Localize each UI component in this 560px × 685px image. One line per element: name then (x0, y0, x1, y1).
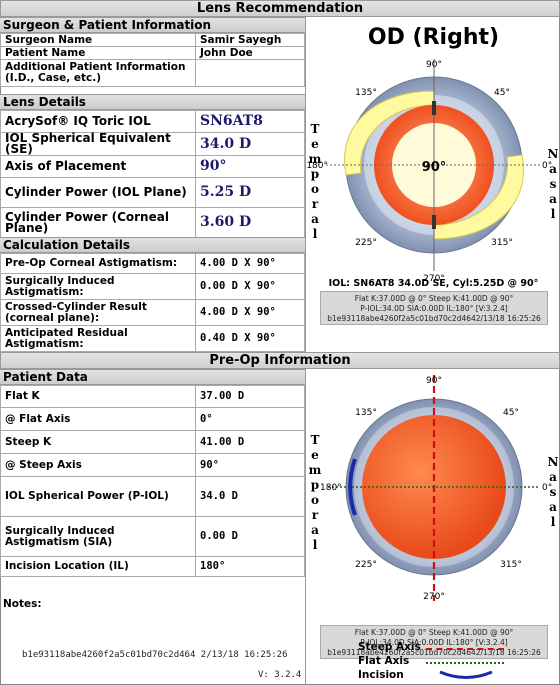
preop-info-box: Flat K:37.00D @ 0° Steep K:41.00D @ 90° … (320, 625, 548, 659)
deg2-180: 180° (320, 483, 342, 493)
footer-hash: b1e93118abe4260f2a5c01bd70c2d464 2/13/18… (22, 650, 288, 660)
nasal-label: Nasal (546, 147, 560, 222)
incision-location-value: 180° (195, 556, 305, 577)
cyl-corneal-label: Cylinder Power (Corneal Plane) (0, 207, 196, 238)
haptic-top (344, 90, 435, 176)
patient-section-title: Patient Data (0, 369, 305, 385)
surgeon-section-title: Surgeon & Patient Information (0, 17, 305, 33)
deg2-45: 45° (503, 408, 519, 418)
incision-arc (348, 458, 357, 516)
legend-incision-swatch (439, 670, 493, 679)
sia-input-value: 0.00 D (195, 516, 305, 557)
p-iol-label: IOL Spherical Power (P-IOL) (0, 476, 196, 517)
axis-placement-value: 90° (195, 155, 305, 178)
steep-axis-value: 90° (195, 453, 305, 477)
legend-steep-label: Steep Axis (358, 641, 421, 653)
preop-info-line-2: P-IOL:34.0D SIA:0.00D IL:180° [V:3.2.4] (360, 638, 508, 647)
preop-header: Pre-Op Information (0, 352, 560, 369)
legend-steep-swatch (426, 648, 504, 650)
iol-se-value: 34.0 D (195, 132, 305, 156)
legend-flat-swatch (426, 662, 504, 664)
od-title: OD (Right) (367, 25, 500, 50)
deg2-0: 0° (542, 483, 552, 493)
cyl-iol-value: 5.25 D (195, 177, 305, 208)
notes-label: Notes: (3, 598, 42, 610)
od-caption: IOL: SN6AT8 34.0D SE, Cyl:5.25D @ 90° (328, 278, 539, 289)
patient-name-label: Patient Name (0, 46, 196, 60)
residual-astig-label: Anticipated Residual Astigmatism: (0, 325, 196, 352)
od-info-line-1: Flat K:37.00D @ 0° Steep K:41.00D @ 90° (354, 294, 514, 303)
flat-axis-label: @ Flat Axis (0, 407, 196, 431)
haptic-bottom (433, 154, 524, 240)
preop-astig-label: Pre-Op Corneal Astigmatism: (0, 253, 196, 274)
od-info-box: Flat K:37.00D @ 0° Steep K:41.00D @ 90° … (320, 291, 548, 325)
steep-k-value: 41.00 D (195, 430, 305, 454)
cyl-iol-label: Cylinder Power (IOL Plane) (0, 177, 196, 208)
deg-135: 135° (355, 88, 377, 98)
preop-astig-value: 4.00 D X 90° (195, 253, 305, 274)
patient-name-value: John Doe (195, 46, 305, 60)
legend-flat-label: Flat Axis (358, 655, 410, 667)
deg2-90: 90° (426, 376, 442, 386)
lens-model-label: AcrySof® IQ Toric IOL (0, 110, 196, 133)
lens-model-value: SN6AT8 (195, 110, 305, 133)
deg-45: 45° (494, 88, 510, 98)
deg2-270: 270° (423, 592, 445, 602)
flat-k-label: Flat K (0, 385, 196, 408)
deg2-225: 225° (355, 560, 377, 570)
od-info-line-2: P-IOL:34.0D SIA:0.00D IL:180° [V:3.2.4] (360, 304, 508, 313)
steep-axis-label: @ Steep Axis (0, 453, 196, 477)
lens-recommendation-header: Lens Recommendation (0, 0, 560, 17)
lens-table: AcrySof® IQ Toric IOL SN6AT8 IOL Spheric… (0, 110, 305, 238)
deg-0: 0° (542, 161, 552, 171)
deg-225: 225° (355, 238, 377, 248)
od-diagram: 90° 90° 270° 180° 0° 135° 45° 225° 315° (306, 59, 552, 284)
sia-value: 0.00 D X 90° (195, 273, 305, 300)
preop-diagram-panel: Temporal Nasal 90° 270° 180° 0° 135° 45°… (305, 369, 560, 685)
additional-info-label: Additional Patient Information (I.D., Ca… (0, 59, 196, 87)
sia-label: Surgically Induced Astigmatism: (0, 273, 196, 300)
deg-180: 180° (306, 161, 328, 171)
deg-315: 315° (491, 238, 513, 248)
flat-axis-value: 0° (195, 407, 305, 431)
sia-input-label: Surgically Induced Astigmatism (SIA) (0, 516, 196, 557)
temporal-label-2: Temporal (308, 433, 322, 553)
legend-incision-label: Incision (358, 669, 404, 681)
deg-90: 90° (426, 60, 442, 70)
od-center-label: 90° (422, 160, 447, 175)
crossed-cyl-label: Crossed-Cylinder Result (corneal plane): (0, 299, 196, 326)
od-diagram-panel: OD (Right) Temporal Nasal 90° 90° 270° (305, 17, 560, 352)
axis-placement-label: Axis of Placement (0, 155, 196, 178)
steep-k-label: Steep K (0, 430, 196, 454)
surgeon-table: Surgeon Name Samir Sayegh Patient Name J… (0, 33, 305, 87)
nasal-label-2: Nasal (546, 455, 560, 530)
residual-astig-value: 0.40 D X 90° (195, 325, 305, 352)
lens-section-title: Lens Details (0, 94, 305, 110)
crossed-cyl-value: 4.00 D X 90° (195, 299, 305, 326)
deg-270: 270° (423, 274, 445, 284)
cyl-corneal-value: 3.60 D (195, 207, 305, 238)
deg2-315: 315° (500, 560, 522, 570)
surgeon-name-value: Samir Sayegh (195, 33, 305, 47)
p-iol-value: 34.0 D (195, 476, 305, 517)
od-info-line-3: b1e93118abe4260f2a5c01bd70c2d4642/13/18 … (327, 314, 541, 323)
additional-info-value (195, 59, 305, 87)
preop-diagram: 90° 270° 180° 0° 135° 45° 225° 315° (320, 375, 552, 602)
preop-info-line-3: b1e93118abe4260f2a5c01bd70c2d4642/13/18 … (327, 648, 541, 657)
patient-table: Flat K 37.00 D @ Flat Axis 0° Steep K 41… (0, 385, 305, 577)
footer-version: V: 3.2.4 (258, 670, 302, 680)
calc-section-title: Calculation Details (0, 237, 305, 253)
temporal-label: Temporal (308, 122, 322, 242)
preop-info-line-1: Flat K:37.00D @ 0° Steep K:41.00D @ 90° (354, 628, 514, 637)
deg2-135: 135° (355, 408, 377, 418)
calc-table: Pre-Op Corneal Astigmatism: 4.00 D X 90°… (0, 253, 305, 352)
flat-k-value: 37.00 D (195, 385, 305, 408)
incision-location-label: Incision Location (IL) (0, 556, 196, 577)
surgeon-name-label: Surgeon Name (0, 33, 196, 47)
iol-se-label: IOL Spherical Equivalent (SE) (0, 132, 196, 156)
